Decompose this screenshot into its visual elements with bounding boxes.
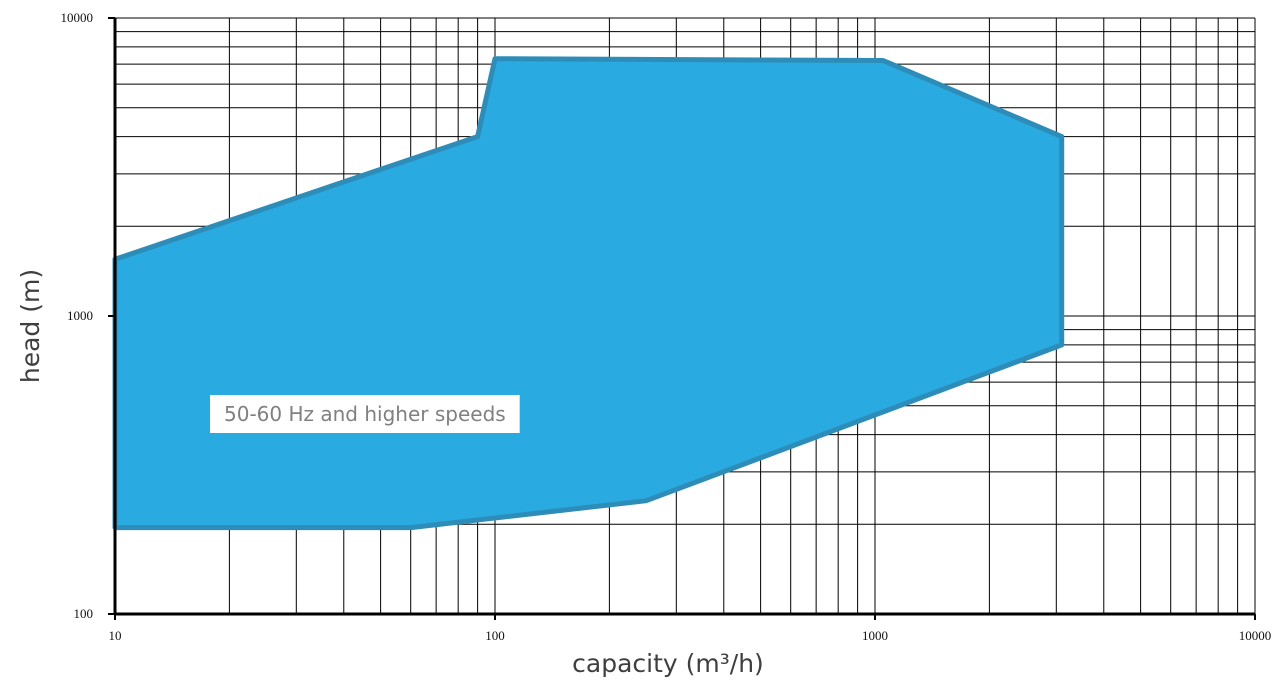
x-axis-title: capacity (m³/h) [572, 649, 764, 678]
operating-region [115, 59, 1062, 528]
y-axis-title: head (m) [16, 269, 45, 383]
x-tick-label: 10 [109, 628, 122, 643]
x-tick-label: 100 [485, 628, 505, 643]
region-polygon [115, 59, 1062, 528]
y-tick-label: 10000 [61, 10, 94, 25]
region-label: 50-60 Hz and higher speeds [224, 402, 506, 426]
region-label-box: 50-60 Hz and higher speeds [210, 395, 520, 433]
y-tick-label: 100 [74, 606, 94, 621]
y-tick-label: 1000 [67, 308, 93, 323]
x-tick-label: 1000 [862, 628, 888, 643]
x-tick-label: 10000 [1239, 628, 1272, 643]
